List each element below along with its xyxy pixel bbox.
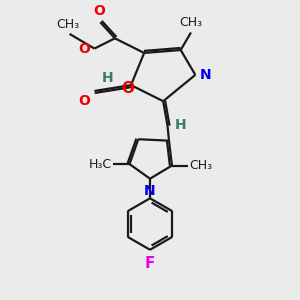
Text: CH₃: CH₃ — [56, 18, 80, 31]
Text: O: O — [78, 42, 90, 56]
Text: N: N — [200, 68, 211, 82]
Text: H: H — [102, 71, 113, 85]
Text: O: O — [121, 80, 134, 95]
Text: F: F — [145, 256, 155, 271]
Text: O: O — [78, 94, 90, 108]
Text: CH₃: CH₃ — [190, 159, 213, 172]
Text: N: N — [144, 184, 156, 198]
Text: H: H — [175, 118, 187, 132]
Text: O: O — [93, 4, 105, 18]
Text: H₃C: H₃C — [89, 158, 112, 171]
Text: CH₃: CH₃ — [179, 16, 203, 29]
